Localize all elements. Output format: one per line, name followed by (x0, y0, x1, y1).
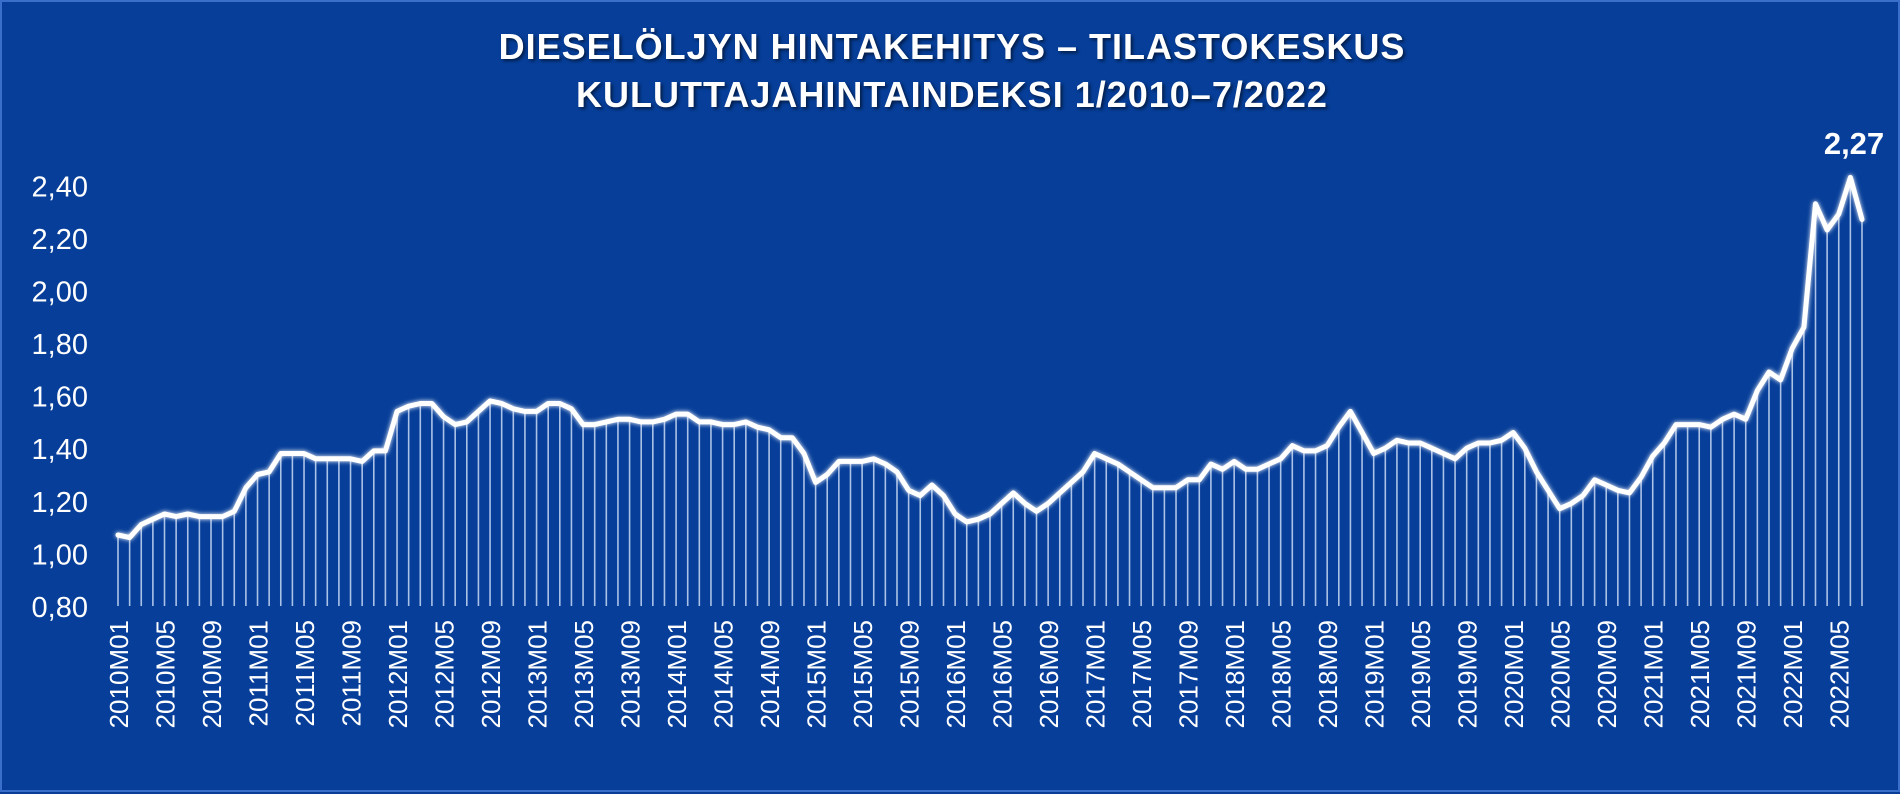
x-tick-label: 2014M01 (662, 620, 692, 728)
x-tick-label: 2015M09 (895, 620, 925, 728)
x-tick-label: 2012M01 (383, 620, 413, 728)
x-tick-label: 2018M09 (1313, 620, 1343, 728)
x-tick-label: 2013M01 (523, 620, 553, 728)
y-tick-label: 2,00 (32, 276, 88, 308)
last-value-label: 2,27 (1824, 126, 1884, 161)
x-tick-label: 2020M05 (1546, 620, 1576, 728)
x-tick-label: 2022M05 (1825, 620, 1855, 728)
y-tick-label: 2,40 (32, 171, 88, 203)
y-tick-label: 0,80 (32, 592, 88, 624)
chart-title: DIESELÖLJYN HINTAKEHITYS – TILASTOKESKUS (498, 26, 1406, 67)
x-tick-label: 2011M01 (244, 620, 274, 727)
y-tick-label: 1,60 (32, 382, 88, 414)
x-tick-label: 2021M09 (1732, 620, 1762, 728)
y-tick-label: 1,80 (32, 329, 88, 361)
price-line (115, 174, 1865, 541)
x-tick-label: 2015M01 (802, 620, 832, 728)
x-tick-label: 2010M05 (151, 620, 181, 728)
y-tick-label: 1,20 (32, 487, 88, 519)
line-series (115, 174, 1865, 541)
y-tick-label: 1,40 (32, 434, 88, 466)
x-tick-label: 2016M05 (988, 620, 1018, 728)
x-tick-label: 2019M05 (1406, 620, 1436, 728)
x-tick-label: 2011M09 (337, 620, 367, 727)
x-tick-label: 2020M09 (1592, 620, 1622, 728)
x-tick-label: 2018M01 (1220, 620, 1250, 728)
x-tick-label: 2015M05 (848, 620, 878, 728)
x-axis: 2010M01 2010M05 2010M09 2011M01 2011M05 2011M… (104, 620, 1855, 728)
x-tick-label: 2019M09 (1453, 620, 1483, 728)
x-tick-label: 2016M09 (1034, 620, 1064, 728)
x-tick-label: 2012M09 (476, 620, 506, 728)
x-tick-label: 2017M09 (1174, 620, 1204, 728)
y-tick-label: 1,00 (32, 539, 88, 571)
y-tick-label: 2,20 (32, 224, 88, 256)
annotations: 2,27 (1824, 126, 1884, 161)
x-tick-label: 2017M05 (1127, 620, 1157, 728)
x-tick-label: 2021M05 (1685, 620, 1715, 728)
x-tick-label: 2022M01 (1778, 620, 1808, 728)
x-tick-label: 2014M09 (755, 620, 785, 728)
x-tick-label: 2016M01 (941, 620, 971, 728)
bar-series (117, 177, 1863, 606)
x-tick-label: 2013M09 (616, 620, 646, 728)
x-tick-label: 2012M05 (430, 620, 460, 728)
x-tick-label: 2020M01 (1499, 620, 1529, 728)
y-axis: 0,80 1,00 1,20 1,40 1,60 1,80 2,00 2,20 2,40 (32, 171, 88, 624)
x-tick-label: 2017M01 (1081, 620, 1111, 728)
x-tick-label: 2011M05 (290, 620, 320, 727)
x-tick-label: 2014M05 (709, 620, 739, 728)
x-tick-label: 2010M01 (104, 620, 134, 728)
x-tick-label: 2010M09 (197, 620, 227, 728)
x-tick-label: 2019M01 (1360, 620, 1390, 728)
x-tick-label: 2013M05 (569, 620, 599, 728)
x-tick-label: 2018M05 (1267, 620, 1297, 728)
x-tick-label: 2021M01 (1639, 620, 1669, 728)
chart-subtitle: KULUTTAJAHINTAINDEKSI 1/2010–7/2022 (576, 74, 1328, 115)
